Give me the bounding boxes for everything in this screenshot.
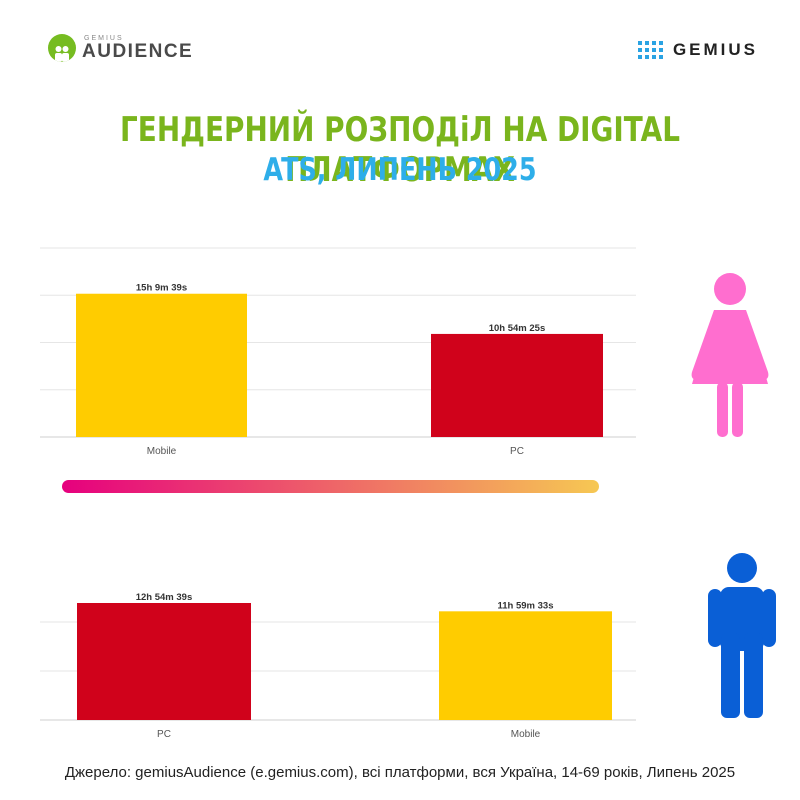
source-note: Джерело: gemiusAudience (e.gemius.com), …	[64, 764, 736, 781]
logo-big-text: AUDIENCE	[82, 41, 194, 62]
data-label-female-mobile: 15h 9m 39s	[136, 283, 187, 294]
tick-label-male-pc: PC	[157, 729, 171, 740]
bar-male-pc	[77, 602, 251, 720]
data-label-male-pc: 12h 54m 39s	[136, 592, 193, 603]
gradient-separator	[62, 480, 599, 493]
bar-female-pc	[431, 333, 603, 437]
logo-small-text: GEMIUS	[84, 35, 124, 42]
tick-label-female-pc: PC	[510, 446, 524, 457]
data-label-female-pc: 10h 54m 25s	[489, 323, 546, 334]
bar-female-mobile	[76, 293, 247, 437]
tick-label-female-mobile: Mobile	[147, 446, 177, 457]
page-subtitle: ATS, ЛИПЕНЬ 2025	[263, 152, 537, 188]
gemius-dots-icon	[637, 41, 663, 59]
gemius-logo-text: GEMIUS	[672, 40, 758, 59]
gemius-audience-logo: GEMIUS AUDIENCE	[48, 34, 193, 62]
male-figure-icon	[708, 553, 776, 718]
audience-people-icon	[48, 34, 76, 62]
page-title: ГЕНДЕРНИЙ РОЗПОДіЛ НА DIGITAL ПЛАТФОРМАХ	[120, 110, 680, 190]
data-label-male-mobile: 11h 59m 33s	[498, 600, 554, 611]
bar-male-mobile	[439, 611, 612, 720]
female-figure-icon	[691, 273, 769, 437]
gemius-logo: GEMIUS	[637, 40, 758, 60]
tick-label-male-mobile: Mobile	[511, 729, 541, 740]
